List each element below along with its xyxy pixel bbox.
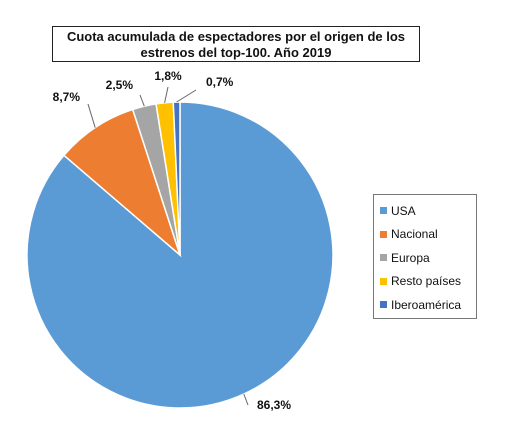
- legend-label-resto-paises: Resto países: [391, 274, 462, 289]
- leader-line-nacional: [87, 103, 96, 128]
- legend-label-europa: Europa: [391, 250, 430, 265]
- leader-line-europa: [139, 94, 145, 107]
- data-label-iberoamerica: 0,7%: [206, 75, 234, 89]
- legend-swatch-iberoamerica: [380, 301, 387, 309]
- leader-line-usa: [243, 393, 249, 406]
- legend-item-iberoamerica: Iberoamérica: [380, 293, 476, 317]
- legend-item-usa: USA: [380, 199, 476, 223]
- data-label-europa: 2,5%: [106, 78, 134, 92]
- legend-swatch-nacional: [380, 230, 387, 238]
- legend-item-europa: Europa: [380, 246, 476, 270]
- data-label-nacional: 8,7%: [53, 90, 81, 104]
- data-label-resto-paises: 1,8%: [154, 69, 182, 83]
- leader-line-resto-paises: [164, 86, 169, 103]
- legend-swatch-resto-paises: [380, 277, 387, 285]
- legend-item-nacional: Nacional: [380, 223, 476, 247]
- legend-swatch-usa: [380, 207, 387, 215]
- pie-slice-nacional: [62, 108, 182, 258]
- legend-label-iberoamerica: Iberoamérica: [391, 297, 462, 312]
- data-label-usa: 86,3%: [257, 398, 291, 412]
- legend-label-nacional: Nacional: [391, 227, 438, 242]
- chart-title: Cuota acumulada de espectadores por el o…: [52, 26, 420, 62]
- legend-label-usa: USA: [391, 203, 416, 218]
- legend-swatch-europa: [380, 254, 387, 262]
- legend-item-resto-paises: Resto países: [380, 270, 476, 294]
- legend: USA Nacional Europa Resto países Iberoam…: [373, 194, 477, 319]
- leader-line-iberoamerica: [176, 89, 197, 103]
